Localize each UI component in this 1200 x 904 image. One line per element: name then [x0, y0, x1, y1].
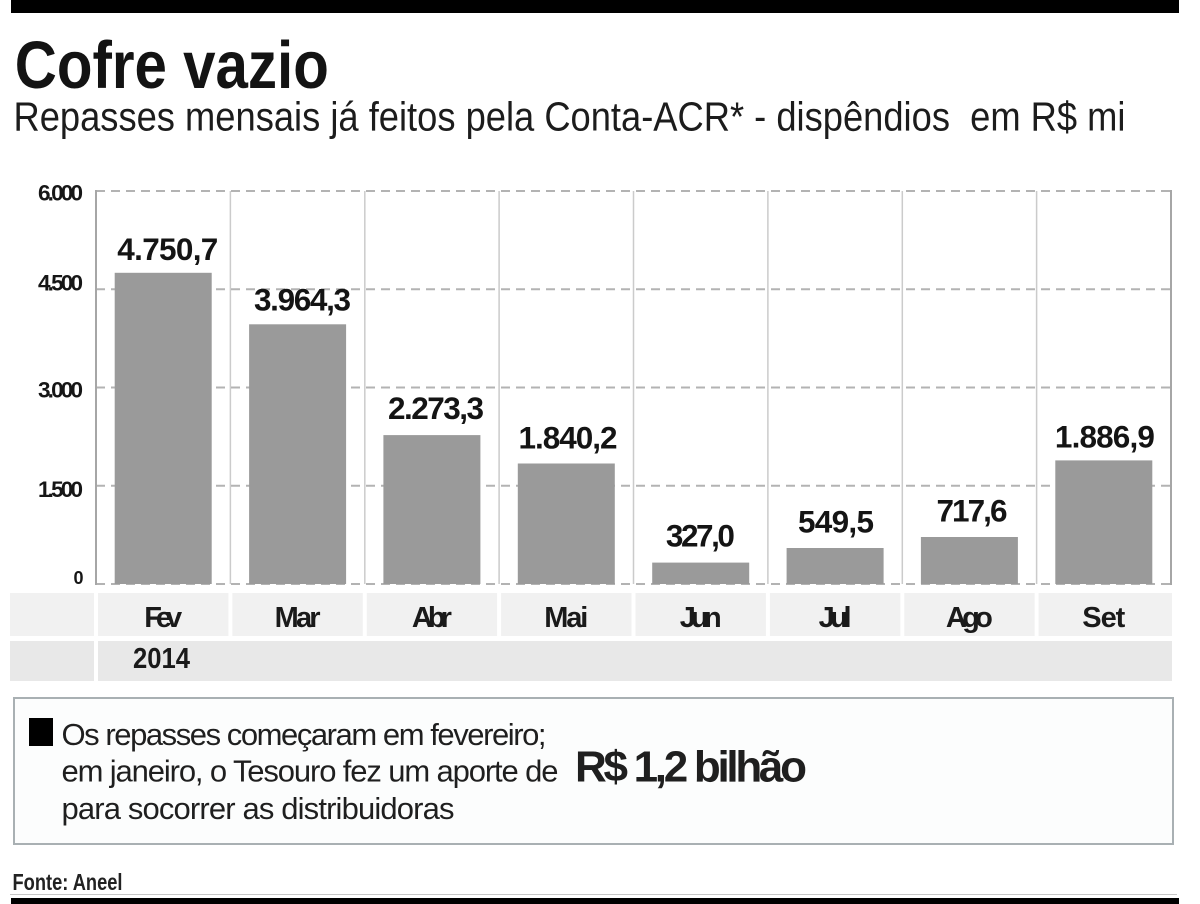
svg-text:Fonte: Aneel: Fonte: Aneel — [13, 869, 123, 895]
svg-text:Abr: Abr — [412, 602, 452, 634]
svg-text:1.840,2: 1.840,2 — [519, 420, 618, 456]
svg-text:2.273,3: 2.273,3 — [388, 390, 484, 426]
svg-text:Mar: Mar — [275, 602, 321, 634]
svg-text:1.886,9: 1.886,9 — [1055, 419, 1155, 455]
svg-text:Mai: Mai — [544, 602, 588, 634]
svg-text:Cofre vazio: Cofre vazio — [15, 28, 329, 103]
svg-text:4.500: 4.500 — [38, 271, 83, 296]
svg-text:Jun: Jun — [680, 602, 722, 634]
svg-text:Repasses mensais já feitos pel: Repasses mensais já feitos pela Conta-AC… — [14, 94, 1126, 140]
svg-text:Ago: Ago — [946, 602, 993, 634]
svg-text:6.000: 6.000 — [38, 181, 83, 206]
svg-text:1.500: 1.500 — [38, 477, 83, 502]
svg-text:0: 0 — [73, 568, 83, 588]
svg-text:Jul: Jul — [819, 602, 852, 634]
svg-text:R$ 1,2 bilhão: R$ 1,2 bilhão — [575, 742, 807, 791]
svg-text:3.000: 3.000 — [38, 378, 83, 403]
svg-text:4.750,7: 4.750,7 — [117, 231, 218, 267]
svg-text:Os repasses começaram em fever: Os repasses começaram em fevereiro; — [62, 717, 547, 752]
svg-text:327,0: 327,0 — [666, 518, 735, 554]
svg-text:717,6: 717,6 — [937, 493, 1008, 529]
svg-text:em janeiro, o Tesouro fez um a: em janeiro, o Tesouro fez um aporte de — [62, 753, 559, 788]
svg-text:549,5: 549,5 — [798, 504, 874, 540]
svg-text:3.964,3: 3.964,3 — [254, 281, 351, 317]
svg-text:Fev: Fev — [144, 602, 182, 634]
svg-text:Set: Set — [1082, 602, 1125, 634]
svg-text:2014: 2014 — [133, 643, 190, 675]
svg-text:para socorrer as distribuidora: para socorrer as distribuidoras — [62, 791, 455, 826]
